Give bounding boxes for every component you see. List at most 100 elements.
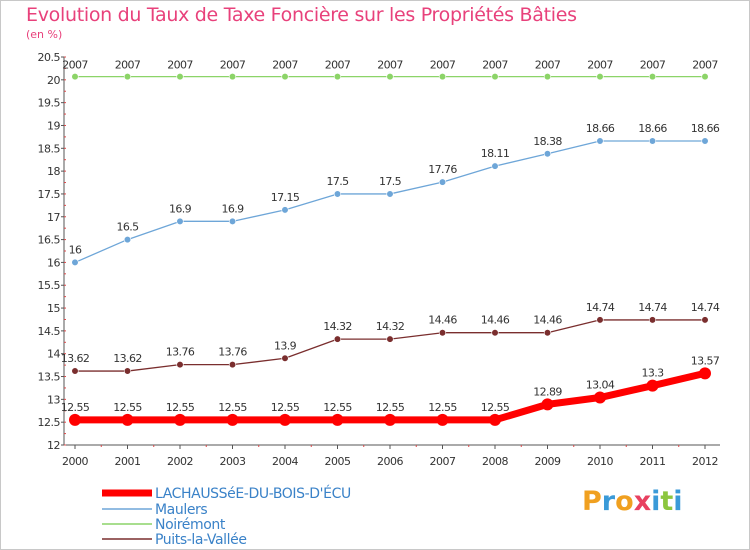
y-tick-label: 14.5 bbox=[38, 325, 61, 338]
y-tick-label: 17.5 bbox=[38, 188, 61, 201]
logo-letter: x bbox=[633, 486, 652, 517]
data-point bbox=[228, 361, 237, 369]
data-label: 2007 bbox=[640, 59, 666, 72]
data-label: 2007 bbox=[535, 59, 561, 72]
data-label: 13.62 bbox=[113, 352, 142, 365]
data-point bbox=[384, 413, 396, 426]
data-point bbox=[594, 391, 606, 404]
data-label: 12.55 bbox=[61, 401, 90, 414]
data-label: 16.9 bbox=[221, 202, 244, 215]
data-point bbox=[438, 178, 447, 186]
data-label: 14.32 bbox=[323, 320, 352, 333]
data-point bbox=[648, 137, 657, 145]
data-label: 2007 bbox=[692, 59, 718, 72]
data-label: 2007 bbox=[167, 59, 193, 72]
data-point bbox=[333, 73, 342, 81]
data-point bbox=[541, 398, 554, 411]
data-label: 2007 bbox=[115, 59, 141, 72]
data-label: 17.15 bbox=[271, 191, 300, 204]
data-point bbox=[228, 73, 237, 81]
data-point bbox=[596, 316, 604, 324]
x-tick-label: 2003 bbox=[220, 455, 246, 468]
data-point bbox=[648, 73, 657, 81]
legend-label: Maulers bbox=[155, 502, 207, 518]
y-tick-label: 14 bbox=[47, 348, 60, 361]
data-label: 18.11 bbox=[481, 147, 510, 160]
data-point bbox=[438, 73, 447, 81]
chart-title: Evolution du Taux de Taxe Foncière sur l… bbox=[26, 4, 577, 26]
data-label: 12.55 bbox=[481, 401, 510, 414]
y-tick-label: 12 bbox=[47, 439, 60, 452]
data-label: 18.66 bbox=[586, 122, 615, 135]
data-label: 2007 bbox=[587, 59, 613, 72]
data-label: 12.55 bbox=[271, 401, 300, 414]
data-point bbox=[71, 258, 79, 267]
data-point bbox=[596, 73, 604, 81]
data-label: 12.55 bbox=[218, 401, 247, 414]
data-point bbox=[491, 329, 499, 337]
x-tick-label: 2001 bbox=[115, 455, 141, 468]
data-label: 13.9 bbox=[274, 339, 297, 352]
y-tick-label: 20 bbox=[47, 74, 60, 87]
axes: 12 12.5 13 13.5 14 14.5 15 15.5 16 16.5 17 17.5 18 18… bbox=[38, 51, 720, 468]
data-point bbox=[489, 413, 501, 426]
data-label: 12.55 bbox=[428, 401, 457, 414]
data-label: 14.32 bbox=[376, 320, 405, 333]
y-tick-label: 15.5 bbox=[38, 279, 61, 292]
data-point bbox=[648, 316, 657, 324]
data-point bbox=[646, 379, 659, 392]
y-tick-label: 16.5 bbox=[38, 234, 61, 247]
data-label: 2007 bbox=[482, 59, 508, 72]
y-tick-label: 19 bbox=[47, 119, 60, 132]
logo-letter: P bbox=[582, 486, 602, 517]
data-point bbox=[226, 413, 239, 426]
data-label: 12.89 bbox=[533, 385, 562, 398]
x-tick-label: 2010 bbox=[587, 455, 613, 468]
data-point bbox=[71, 367, 79, 375]
data-label: 18.66 bbox=[691, 122, 720, 135]
series-lines bbox=[69, 73, 711, 426]
x-tick-label: 2005 bbox=[325, 455, 351, 468]
data-label: 17.76 bbox=[428, 163, 457, 176]
data-point bbox=[701, 316, 709, 324]
data-point bbox=[436, 413, 449, 426]
y-tick-label: 18 bbox=[47, 165, 60, 178]
data-point bbox=[228, 217, 237, 225]
data-point bbox=[333, 190, 342, 198]
data-label: 12.55 bbox=[166, 401, 195, 414]
data-point bbox=[279, 413, 291, 426]
logo-letter: t bbox=[660, 486, 674, 517]
x-tick-label: 2002 bbox=[167, 455, 193, 468]
data-point bbox=[281, 354, 289, 362]
data-point bbox=[543, 329, 552, 337]
x-tick-label: 2004 bbox=[272, 455, 298, 468]
data-point bbox=[386, 190, 394, 198]
legend-label: LACHAUSSéE-DU-BOIS-D'ÉCU bbox=[155, 485, 351, 502]
data-point bbox=[69, 413, 81, 426]
data-label: 17.5 bbox=[326, 175, 349, 188]
data-point bbox=[174, 413, 186, 426]
y-tick-label: 13 bbox=[47, 393, 60, 406]
logo-letter: i bbox=[673, 486, 683, 517]
data-label: 13.57 bbox=[691, 354, 720, 367]
data-point bbox=[386, 73, 394, 81]
legend: LACHAUSSéE-DU-BOIS-D'ÉCUMaulersNoirémont… bbox=[102, 485, 351, 548]
x-tick-label: 2008 bbox=[482, 455, 508, 468]
y-tick-label: 19.5 bbox=[38, 97, 61, 110]
data-label: 13.3 bbox=[641, 367, 664, 380]
logo-letter: i bbox=[651, 486, 661, 517]
data-label: 13.76 bbox=[166, 346, 195, 359]
data-point bbox=[701, 73, 709, 81]
data-point bbox=[596, 137, 604, 145]
data-point bbox=[176, 217, 184, 225]
data-point bbox=[281, 206, 289, 214]
data-label: 17.5 bbox=[379, 175, 402, 188]
data-label: 14.46 bbox=[481, 314, 510, 327]
x-tick-label: 2007 bbox=[430, 455, 456, 468]
data-label: 2007 bbox=[377, 59, 403, 72]
data-label: 14.74 bbox=[691, 301, 720, 314]
data-point bbox=[386, 335, 394, 343]
logo-letter: r bbox=[601, 486, 616, 517]
data-label: 13.62 bbox=[61, 352, 90, 365]
